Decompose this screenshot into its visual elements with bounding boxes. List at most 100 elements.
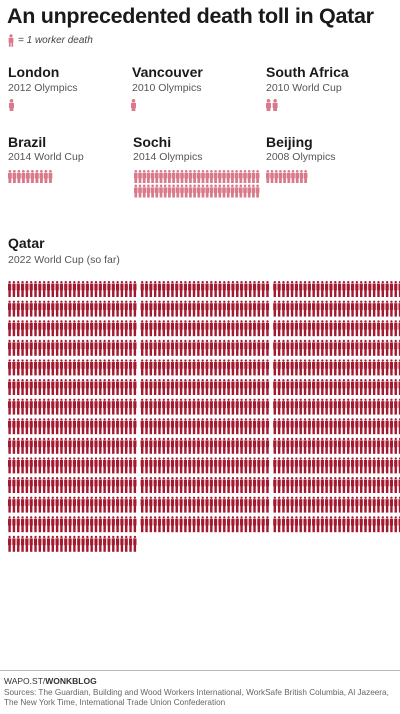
worker-figure-sochi bbox=[201, 170, 205, 183]
worker-figure-qatar bbox=[355, 359, 359, 376]
worker-figure-qatar bbox=[320, 496, 324, 513]
worker-figure-qatar bbox=[363, 418, 368, 435]
worker-figure-qatar bbox=[329, 300, 333, 317]
worker-figure-qatar bbox=[192, 477, 196, 493]
worker-figure-qatar bbox=[133, 339, 137, 356]
worker-figure-qatar bbox=[342, 418, 346, 435]
worker-figure-sochi bbox=[218, 184, 222, 198]
worker-figure-qatar bbox=[350, 418, 355, 435]
worker-figure-qatar bbox=[55, 535, 59, 552]
worker-figure-qatar bbox=[188, 516, 192, 533]
label-vancouver: Vancouver bbox=[132, 64, 203, 80]
worker-figure-qatar bbox=[124, 477, 128, 493]
worker-figure-qatar bbox=[157, 418, 162, 435]
worker-figure-qatar bbox=[107, 398, 111, 415]
worker-figure-qatar bbox=[290, 379, 294, 395]
worker-figure-qatar bbox=[133, 379, 137, 395]
worker-figure-qatar bbox=[162, 359, 166, 376]
worker-figure-qatar bbox=[376, 437, 381, 454]
worker-figure-qatar bbox=[192, 516, 196, 533]
worker-figure-qatar bbox=[72, 496, 76, 513]
worker-figure-qatar bbox=[140, 398, 144, 415]
worker-figure-qatar bbox=[124, 320, 128, 337]
label-qatar-event: 2022 World Cup (so far) bbox=[8, 254, 120, 266]
worker-figure-qatar bbox=[124, 359, 128, 376]
worker-figure-qatar bbox=[103, 320, 107, 337]
worker-figure-qatar bbox=[149, 359, 153, 376]
worker-figure-qatar bbox=[214, 477, 218, 493]
worker-figure-qatar bbox=[33, 379, 38, 395]
worker-figure-qatar bbox=[33, 300, 38, 317]
worker-figure-qatar bbox=[33, 535, 38, 552]
worker-figure-qatar bbox=[227, 437, 231, 454]
worker-figure-qatar bbox=[170, 379, 175, 395]
worker-figure-qatar bbox=[153, 359, 157, 376]
worker-figure-qatar bbox=[312, 320, 316, 337]
worker-figure-qatar bbox=[162, 320, 166, 337]
worker-figure-qatar bbox=[244, 496, 248, 513]
worker-figure-qatar bbox=[294, 398, 298, 415]
worker-figure-qatar bbox=[59, 437, 64, 454]
worker-figure-sochi bbox=[163, 184, 167, 198]
worker-figure-qatar bbox=[214, 320, 218, 337]
worker-figure-qatar bbox=[94, 398, 98, 415]
worker-figure-qatar bbox=[299, 477, 303, 493]
worker-figure-qatar bbox=[222, 281, 226, 297]
worker-figure-qatar bbox=[170, 300, 175, 317]
worker-figure-qatar bbox=[244, 398, 248, 415]
worker-figure-qatar bbox=[103, 398, 107, 415]
worker-figure-qatar bbox=[312, 339, 316, 356]
worker-figure-qatar bbox=[29, 339, 33, 356]
worker-figure-qatar bbox=[338, 437, 342, 454]
worker-figure-qatar bbox=[363, 320, 368, 337]
worker-figure-qatar bbox=[94, 496, 98, 513]
worker-figure-beijing bbox=[266, 170, 270, 183]
worker-figure-qatar bbox=[12, 437, 16, 454]
worker-figure-qatar bbox=[381, 437, 385, 454]
worker-figure-qatar bbox=[77, 535, 81, 552]
worker-figure-qatar bbox=[170, 496, 175, 513]
worker-figure-qatar bbox=[265, 418, 270, 435]
worker-figure-qatar bbox=[205, 457, 209, 474]
worker-figure-qatar bbox=[179, 320, 183, 337]
worker-figure-qatar bbox=[46, 281, 51, 297]
worker-figure-qatar bbox=[329, 359, 333, 376]
worker-figure-sochi bbox=[205, 184, 209, 198]
worker-figure-qatar bbox=[170, 339, 175, 356]
worker-figure-qatar bbox=[333, 339, 337, 356]
worker-figure-qatar bbox=[16, 477, 20, 493]
worker-figure-qatar bbox=[338, 320, 342, 337]
worker-figure-qatar bbox=[338, 457, 342, 474]
worker-figure-qatar bbox=[338, 281, 342, 297]
worker-figure-qatar bbox=[116, 398, 120, 415]
worker-figure-sochi bbox=[234, 170, 239, 183]
worker-figure-qatar bbox=[16, 516, 20, 533]
worker-figure-beijing bbox=[299, 170, 304, 183]
worker-figure-qatar bbox=[303, 437, 307, 454]
worker-figure-qatar bbox=[55, 339, 59, 356]
worker-figure-qatar bbox=[29, 398, 33, 415]
worker-figure-qatar bbox=[342, 379, 346, 395]
worker-figure-sochi bbox=[230, 184, 235, 198]
worker-figure-brazil bbox=[35, 170, 39, 183]
worker-figure-qatar bbox=[363, 496, 368, 513]
worker-figure-qatar bbox=[299, 281, 303, 297]
worker-figure-qatar bbox=[294, 477, 298, 493]
worker-figure-qatar bbox=[42, 437, 46, 454]
worker-figure-qatar bbox=[333, 300, 337, 317]
worker-figure-qatar bbox=[201, 379, 205, 395]
worker-figure-qatar bbox=[201, 477, 205, 493]
worker-figure-qatar bbox=[257, 281, 261, 297]
worker-figure-qatar bbox=[368, 418, 372, 435]
worker-figure-qatar bbox=[196, 457, 200, 474]
worker-figure-qatar bbox=[320, 398, 324, 415]
worker-figure-qatar bbox=[381, 379, 385, 395]
worker-figure-qatar bbox=[183, 281, 187, 297]
worker-figure-qatar bbox=[325, 477, 329, 493]
worker-figure-qatar bbox=[261, 281, 265, 297]
worker-figure-qatar bbox=[128, 535, 133, 552]
worker-figure-qatar bbox=[376, 359, 381, 376]
worker-figure-qatar bbox=[286, 398, 290, 415]
worker-figure-qatar bbox=[307, 359, 311, 376]
worker-figure-qatar bbox=[244, 359, 248, 376]
